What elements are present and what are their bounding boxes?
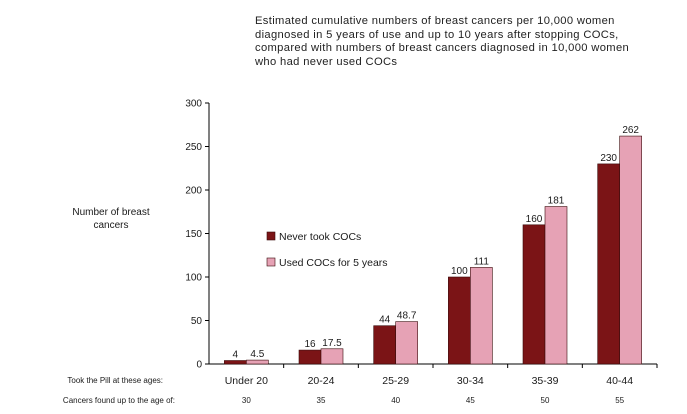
cancers-found-row-label: Cancers found up to the age of:: [63, 396, 175, 405]
plot-area: 0 50 100 150 200 250 300 4 4.5 Under 20 30 16 17.5 20…: [63, 99, 658, 405]
legend-label: Never took COCs: [279, 231, 361, 243]
bar-value-label: 100: [451, 266, 468, 277]
x-category-label: 20-24: [308, 375, 335, 387]
x-category-label: 25-29: [382, 375, 409, 387]
bar-never-took-cocs: [298, 349, 322, 365]
y-tick-label: 250: [185, 142, 202, 153]
bar-value-label: 17.5: [322, 338, 342, 349]
bar-value-label: 4: [233, 350, 239, 361]
bar-used-cocs-5-years: [619, 135, 642, 365]
cancers-found-age: 55: [615, 396, 624, 405]
bar-used-cocs-5-years: [544, 206, 568, 365]
chart-title-line: diagnosed in 5 years of use and up to 10…: [255, 28, 619, 41]
y-tick-label: 150: [185, 229, 202, 240]
y-tick-label: 50: [191, 316, 203, 327]
bar-never-took-cocs: [597, 163, 620, 365]
legend-swatch-never-took-cocs: [266, 231, 276, 241]
bar-value-label: 4.5: [250, 349, 264, 360]
bar-used-cocs-5-years: [320, 348, 344, 365]
chart-title-line: Estimated cumulative numbers of breast c…: [255, 15, 615, 27]
bar-value-label: 111: [474, 256, 490, 267]
bar-value-label: 160: [526, 214, 543, 225]
bar-value-label: 44: [379, 315, 391, 326]
bar-value-label: 16: [304, 339, 316, 350]
cancers-found-age: 35: [317, 396, 326, 405]
cancers-found-age: 50: [541, 396, 550, 405]
chart-title: Estimated cumulative numbers of breast c…: [255, 15, 675, 69]
x-category-label: 30-34: [457, 375, 484, 387]
bar-used-cocs-5-years: [395, 321, 418, 365]
cancers-found-age: 45: [466, 396, 475, 405]
cancers-found-age: 30: [242, 396, 251, 405]
y-axis-label-line: cancers: [93, 220, 128, 231]
bar-never-took-cocs: [373, 325, 396, 365]
y-tick-label: 0: [196, 360, 202, 371]
bar-value-label: 181: [548, 196, 565, 207]
chart-title-line: compared with numbers of breast cancers …: [255, 42, 630, 54]
bar-never-took-cocs: [224, 360, 247, 365]
y-tick-label: 300: [185, 99, 202, 110]
y-axis-label-line: Number of breast: [72, 207, 149, 218]
bar-value-label: 262: [622, 125, 639, 136]
y-tick-label: 200: [185, 186, 202, 197]
chart-title-line: who had never used COCs: [255, 55, 398, 68]
legend-label: Used COCs for 5 years: [279, 257, 388, 269]
x-category-label: 35-39: [532, 375, 559, 387]
bar-used-cocs-5-years: [470, 267, 493, 365]
y-tick-label: 100: [185, 273, 202, 284]
legend-swatch-used-cocs-5-years: [266, 257, 276, 267]
bar-value-label: 48.7: [397, 311, 417, 322]
bar-used-cocs-5-years: [246, 359, 269, 365]
x-category-label: 40-44: [606, 375, 633, 387]
bar-never-took-cocs: [448, 276, 471, 365]
took-pill-row-label: Took the Pill at these ages:: [67, 376, 163, 385]
cancers-found-age: 40: [391, 396, 400, 405]
bar-value-label: 230: [600, 153, 617, 164]
bar-never-took-cocs: [522, 224, 546, 365]
x-category-label: Under 20: [225, 375, 268, 387]
